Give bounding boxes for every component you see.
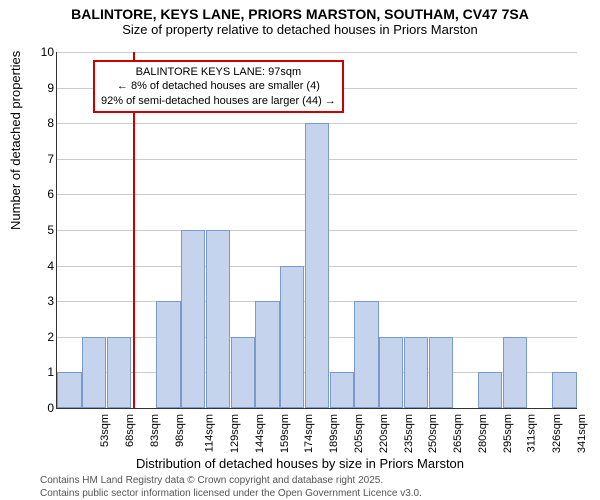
x-tick-label: 295sqm	[502, 414, 514, 453]
annotation-line: 92% of semi-detached houses are larger (…	[101, 94, 336, 108]
histogram-bar	[231, 337, 255, 408]
y-tick-label: 3	[34, 294, 54, 308]
x-tick-label: 189sqm	[328, 414, 340, 453]
chart-title-sub: Size of property relative to detached ho…	[0, 22, 600, 41]
histogram-bar	[57, 372, 81, 408]
annotation-line: BALINTORE KEYS LANE: 97sqm	[101, 65, 336, 79]
histogram-bar	[181, 230, 205, 408]
y-tick-label: 8	[34, 116, 54, 130]
y-tick-label: 9	[34, 81, 54, 95]
histogram-bar	[107, 337, 131, 408]
x-axis-label: Distribution of detached houses by size …	[0, 456, 600, 471]
chart-title-main: BALINTORE, KEYS LANE, PRIORS MARSTON, SO…	[0, 0, 600, 22]
x-tick-label: 174sqm	[304, 414, 316, 453]
y-tick-label: 0	[34, 401, 54, 415]
annotation-box: BALINTORE KEYS LANE: 97sqm← 8% of detach…	[93, 60, 344, 113]
x-tick-label: 98sqm	[174, 414, 186, 447]
x-tick-label: 83sqm	[149, 414, 161, 447]
histogram-bar	[354, 301, 378, 408]
x-tick-label: 114sqm	[204, 414, 216, 452]
histogram-bar	[255, 301, 279, 408]
histogram-bar	[552, 372, 576, 408]
histogram-bar	[478, 372, 502, 408]
plot-area: BALINTORE KEYS LANE: 97sqm← 8% of detach…	[56, 52, 577, 409]
y-axis-label: Number of detached properties	[8, 51, 23, 230]
x-tick-label: 129sqm	[229, 414, 241, 453]
x-tick-label: 341sqm	[576, 414, 588, 453]
x-tick-label: 265sqm	[452, 414, 464, 453]
x-tick-label: 250sqm	[427, 414, 439, 453]
y-tick-label: 10	[34, 45, 54, 59]
x-tick-label: 144sqm	[254, 414, 266, 453]
x-tick-label: 280sqm	[477, 414, 489, 453]
footer-text: Contains HM Land Registry data © Crown c…	[40, 474, 422, 500]
y-tick-label: 7	[34, 152, 54, 166]
histogram-bar	[82, 337, 106, 408]
y-tick-label: 1	[34, 365, 54, 379]
x-tick-label: 235sqm	[403, 414, 415, 453]
x-tick-label: 326sqm	[551, 414, 563, 453]
histogram-bar	[280, 266, 304, 408]
histogram-bar	[305, 123, 329, 408]
annotation-line: ← 8% of detached houses are smaller (4)	[101, 79, 336, 93]
x-tick-label: 220sqm	[378, 414, 390, 453]
histogram-bar	[156, 301, 180, 408]
footer-line1: Contains HM Land Registry data © Crown c…	[40, 474, 422, 487]
x-tick-label: 159sqm	[279, 414, 291, 453]
y-tick-label: 6	[34, 187, 54, 201]
histogram-bar	[404, 337, 428, 408]
chart-container: BALINTORE, KEYS LANE, PRIORS MARSTON, SO…	[0, 0, 600, 500]
footer-line2: Contains public sector information licen…	[40, 487, 422, 500]
histogram-bar	[206, 230, 230, 408]
x-tick-label: 68sqm	[124, 414, 136, 447]
x-tick-label: 53sqm	[99, 414, 111, 447]
y-tick-label: 4	[34, 259, 54, 273]
histogram-bar	[379, 337, 403, 408]
y-tick-label: 5	[34, 223, 54, 237]
histogram-bar	[429, 337, 453, 408]
histogram-bar	[503, 337, 527, 408]
x-tick-label: 311sqm	[526, 414, 538, 452]
x-tick-label: 205sqm	[353, 414, 365, 453]
y-tick-label: 2	[34, 330, 54, 344]
histogram-bar	[330, 372, 354, 408]
